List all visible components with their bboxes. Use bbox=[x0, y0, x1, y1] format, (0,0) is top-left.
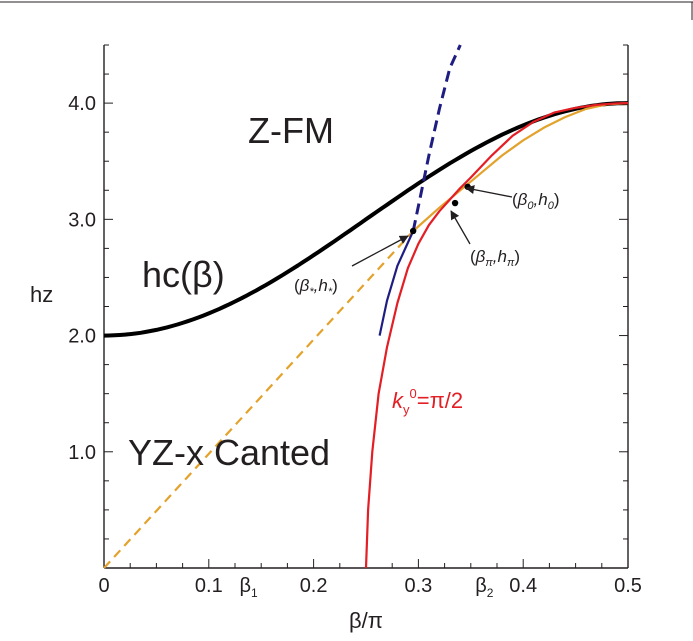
curves bbox=[103, 44, 629, 569]
x-tick-label: 0.4 bbox=[509, 575, 537, 597]
point-beta-star bbox=[409, 227, 417, 235]
curve-label-ky: ky0=π/2 bbox=[392, 386, 463, 417]
y-tick-label: 2.0 bbox=[68, 326, 96, 348]
curve-label-hc: hc(β) bbox=[142, 254, 225, 295]
series-line-5 bbox=[364, 102, 629, 569]
axes: 0 0.1 0.2 0.3 0.4 0.5 β1 β2 1.0 2.0 3.0 4.0 bbox=[68, 44, 642, 600]
region-label-canted: YZ-x Canted bbox=[128, 432, 330, 473]
arrow-beta-pi bbox=[450, 210, 471, 245]
x-special-tick-label: β1 bbox=[239, 575, 258, 600]
x-tick-label: 0 bbox=[98, 575, 109, 597]
y-axis-title: hz bbox=[30, 282, 53, 307]
x-axis-title: β/π bbox=[349, 608, 383, 633]
x-special-tick-label: β2 bbox=[475, 575, 494, 600]
x-tick-label: 0.3 bbox=[404, 575, 432, 597]
arrow-beta-star bbox=[351, 235, 409, 267]
y-tick-label: 3.0 bbox=[68, 209, 96, 231]
series-line-1 bbox=[103, 230, 415, 569]
point-beta-pi bbox=[451, 199, 459, 207]
x-tick-label: 0.2 bbox=[300, 575, 328, 597]
series-line-0 bbox=[103, 101, 629, 338]
x-tick-label: 0.5 bbox=[614, 575, 642, 597]
series-line-4 bbox=[411, 44, 462, 232]
region-label-zfm: Z-FM bbox=[248, 110, 334, 151]
point-label-beta-0: (β0,h0) bbox=[512, 190, 560, 212]
point-label-beta-star: (β*,h*) bbox=[294, 276, 338, 298]
y-tick-label: 1.0 bbox=[68, 442, 96, 464]
point-label-beta-pi: (βπ,hπ) bbox=[470, 247, 520, 269]
series-line-3 bbox=[378, 230, 415, 336]
arrow-beta-0 bbox=[465, 185, 513, 198]
x-tick-label: 0.1 bbox=[195, 575, 223, 597]
y-tick-label: 4.0 bbox=[68, 93, 96, 115]
